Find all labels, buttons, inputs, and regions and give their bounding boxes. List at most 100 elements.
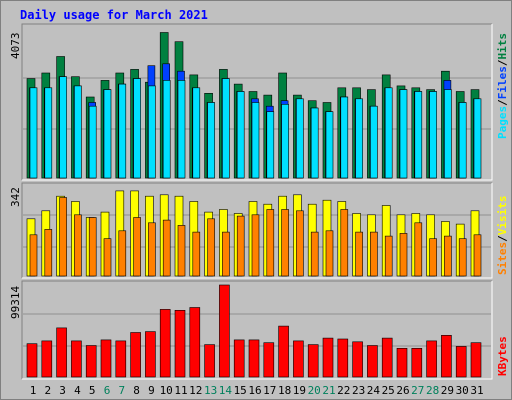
legend-sep-3: / <box>496 235 509 242</box>
chart-title: Daily usage for March 2021 <box>20 8 208 22</box>
bar-pages <box>429 91 437 179</box>
bar-pages <box>118 83 127 179</box>
bar-pages <box>444 89 452 179</box>
bar-kbytes <box>100 339 112 378</box>
bar-sites <box>296 210 304 277</box>
bar-kbytes <box>56 327 67 378</box>
x-tick-label: 25 <box>382 384 395 397</box>
bar-sites <box>458 238 467 277</box>
y-max-label-kbytes: 99314 <box>9 286 22 319</box>
x-tick-label: 14 <box>219 384 233 397</box>
bar-kbytes <box>396 347 408 378</box>
x-tick-label: 18 <box>278 384 291 397</box>
x-tick-label: 5 <box>89 384 96 397</box>
legend-top: Pages/Files/Hits <box>496 33 509 139</box>
bar-pages <box>266 111 275 179</box>
x-tick-label: 26 <box>396 384 409 397</box>
bar-pages <box>133 78 141 179</box>
x-tick-label: 13 <box>204 384 217 397</box>
bar-kbytes <box>307 344 319 378</box>
bar-kbytes <box>145 331 156 378</box>
bar-pages <box>148 85 156 179</box>
bar-kbytes <box>159 309 171 378</box>
bar-pages <box>310 107 319 179</box>
bar-pages <box>414 91 423 179</box>
x-tick-label: 31 <box>470 384 483 397</box>
bar-pages <box>44 87 53 179</box>
bar-kbytes <box>322 337 334 378</box>
x-tick-label: 24 <box>367 384 381 397</box>
bar-kbytes <box>411 347 423 378</box>
legend-hits: Hits <box>496 33 509 60</box>
bar-sites <box>207 218 215 277</box>
bar-sites <box>59 197 67 277</box>
bar-pages <box>473 98 482 179</box>
bar-sites <box>103 238 112 277</box>
bar-sites <box>266 209 275 277</box>
bar-pages <box>207 102 215 179</box>
x-tick-label: 10 <box>160 384 173 397</box>
bar-kbytes <box>71 340 82 378</box>
bar-sites <box>74 214 82 277</box>
bar-kbytes <box>470 342 482 378</box>
bar-pages <box>192 87 201 179</box>
bar-kbytes <box>189 307 201 378</box>
bar-pages <box>399 89 408 179</box>
x-tick-label: 4 <box>74 384 81 397</box>
bar-kbytes <box>130 332 141 378</box>
bar-pages <box>222 78 230 179</box>
bar-pages <box>236 91 245 179</box>
legend-visits: Visits <box>496 196 509 236</box>
bar-kbytes <box>441 334 452 378</box>
x-tick-label: 15 <box>234 384 247 397</box>
bar-pages <box>458 102 467 179</box>
bar-kbytes <box>381 337 393 378</box>
x-tick-label: 30 <box>456 384 469 397</box>
x-tick-label: 12 <box>189 384 202 397</box>
x-tick-label: 28 <box>426 384 439 397</box>
bar-sites <box>384 235 393 277</box>
y-max-label-visits: 342 <box>9 187 22 207</box>
bar-kbytes <box>263 342 275 378</box>
bar-kbytes <box>426 340 437 378</box>
bar-sites <box>88 217 97 277</box>
legend-sites: Sites <box>496 242 509 275</box>
bar-sites <box>118 230 127 277</box>
bar-pages <box>177 80 186 179</box>
bar-sites <box>148 222 156 277</box>
x-tick-label: 22 <box>337 384 350 397</box>
bar-kbytes <box>248 339 260 378</box>
bar-sites <box>29 234 38 277</box>
legend-sep-1: / <box>496 99 509 106</box>
bar-pages <box>296 98 304 179</box>
bar-pages <box>325 111 334 179</box>
bar-sites <box>473 234 482 277</box>
bar-pages <box>29 87 38 179</box>
bar-kbytes <box>85 345 97 378</box>
bar-pages <box>370 105 378 179</box>
bar-kbytes <box>204 344 215 378</box>
bar-sites <box>340 209 349 277</box>
x-tick-label: 1 <box>30 384 37 397</box>
x-tick-label: 8 <box>133 384 140 397</box>
bar-kbytes <box>233 339 245 378</box>
bar-sites <box>281 209 289 277</box>
bar-sites <box>399 233 408 277</box>
bar-kbytes <box>219 284 230 378</box>
bar-sites <box>236 215 245 277</box>
bar-kbytes <box>337 338 349 378</box>
bar-sites <box>370 231 378 277</box>
bar-pages <box>88 105 97 179</box>
bar-kbytes <box>367 345 378 378</box>
x-tick-label: 3 <box>59 384 66 397</box>
legend-pages: Pages <box>496 106 509 139</box>
bar-sites <box>310 231 319 277</box>
bar-pages <box>340 96 349 179</box>
bar-sites <box>429 238 437 277</box>
bar-sites <box>325 230 334 277</box>
bar-kbytes <box>455 346 467 378</box>
bar-sites <box>192 231 201 277</box>
x-tick-label: 20 <box>308 384 321 397</box>
bar-kbytes <box>115 340 127 378</box>
